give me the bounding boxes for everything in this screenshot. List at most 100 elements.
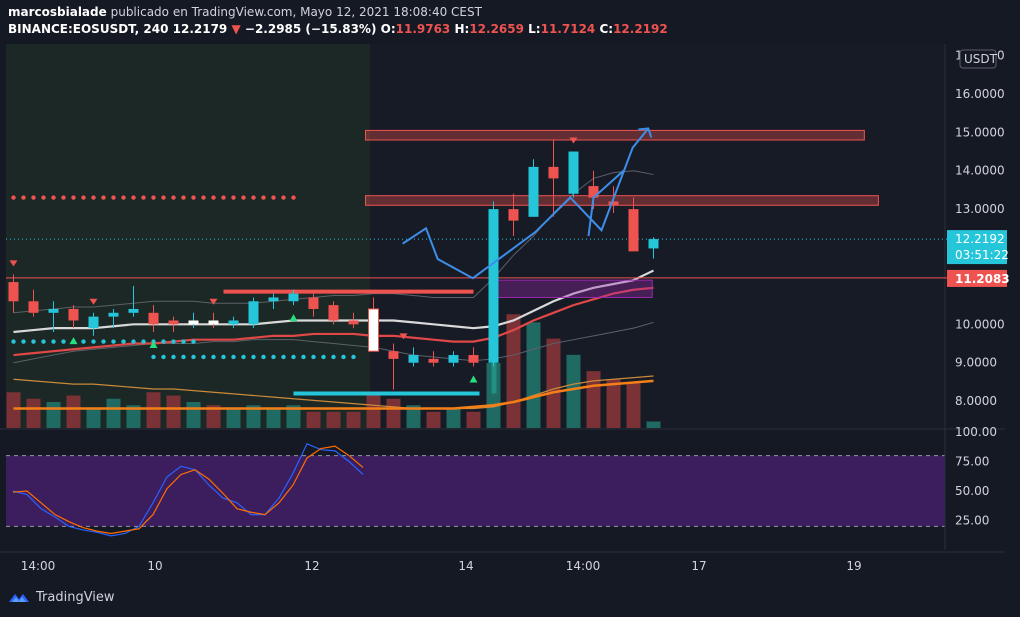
open-label: O: xyxy=(380,22,396,36)
supertrend-red-dot xyxy=(211,195,216,200)
sell-signal-icon xyxy=(569,137,578,144)
supertrend-red-dot xyxy=(251,195,256,200)
projection-arrow-icon xyxy=(638,127,653,138)
candle xyxy=(508,193,519,236)
volume-bar xyxy=(626,382,641,428)
volume-bar xyxy=(46,402,61,428)
time-tick-label: 14:00 xyxy=(566,559,601,573)
volume-bar xyxy=(326,411,341,428)
candle-body xyxy=(548,166,559,179)
sell-signal-icon xyxy=(399,333,408,340)
candle-body xyxy=(8,282,19,302)
candle xyxy=(28,289,39,317)
volume-bar xyxy=(566,354,581,428)
supertrend-cyan-dot xyxy=(261,354,266,360)
candle-body xyxy=(448,355,459,363)
price-tick-label: 16.0000 xyxy=(955,87,1005,101)
supertrend-red-dot xyxy=(31,195,36,200)
volume-bar xyxy=(386,398,401,428)
candle xyxy=(568,151,579,198)
volume-bar xyxy=(26,398,41,428)
volume-bar xyxy=(6,392,21,428)
tradingview-logo-icon xyxy=(9,593,29,602)
supertrend-cyan-dot xyxy=(211,354,216,360)
candle-body xyxy=(468,355,479,363)
oscillator-tick-label: 75.00 xyxy=(955,455,989,469)
buy-signal-icon xyxy=(289,314,298,322)
candle-body xyxy=(48,308,59,313)
candle-body xyxy=(408,355,419,363)
low-value: 11.7124 xyxy=(540,22,596,36)
time-tick-label: 17 xyxy=(691,559,706,573)
volume-bar xyxy=(546,338,561,428)
candle-body xyxy=(248,301,259,325)
candle-body xyxy=(68,308,79,321)
volume-bar xyxy=(66,395,81,428)
candle-body xyxy=(108,312,119,317)
candle-body xyxy=(228,320,239,325)
candle xyxy=(468,347,479,367)
supertrend-cyan-dot xyxy=(61,339,66,344)
volume-bar xyxy=(126,405,141,428)
volume-bar xyxy=(366,392,381,428)
supertrend-cyan-dot xyxy=(91,339,96,344)
supertrend-red-dot xyxy=(231,195,236,200)
candle-body xyxy=(348,320,359,325)
candle-body xyxy=(508,209,519,221)
candle xyxy=(328,301,339,325)
supertrend-cyan-dot xyxy=(321,354,326,360)
supertrend-red-dot xyxy=(131,195,136,200)
supertrend-cyan-dot xyxy=(11,339,16,344)
price-tick-label: 10.0000 xyxy=(955,317,1005,331)
last-price-badge xyxy=(947,230,1007,265)
volume-bar xyxy=(346,411,361,428)
volume-bar xyxy=(486,363,501,428)
supertrend-cyan-dot xyxy=(151,354,156,360)
bollinger-lower xyxy=(13,321,654,364)
price-zone xyxy=(365,129,865,141)
candle-body xyxy=(188,320,199,325)
supertrend-cyan-dot xyxy=(41,339,46,344)
brand-name: TradingView xyxy=(36,590,115,605)
volume-bar xyxy=(506,314,521,428)
supertrend-red-dot xyxy=(201,195,206,200)
volume-bar xyxy=(406,405,421,428)
sell-signal-icon xyxy=(9,260,18,267)
candle xyxy=(548,140,559,217)
price-tick-label: 15.0000 xyxy=(955,125,1005,139)
volume-bar xyxy=(446,408,461,428)
supertrend-cyan-dot xyxy=(191,354,196,360)
candle xyxy=(528,159,539,217)
publish-info: marcosbialade publicado en TradingView.c… xyxy=(8,5,482,19)
supertrend-red-dot xyxy=(81,195,86,200)
supertrend-cyan-dot xyxy=(81,339,86,344)
candle-body xyxy=(208,320,219,325)
volume-ma2-line xyxy=(13,379,654,410)
supertrend-cyan-dot xyxy=(171,339,176,344)
supertrend-red-dot xyxy=(141,195,146,200)
brand[interactable]: TradingView xyxy=(8,590,115,605)
volume-bar xyxy=(266,408,281,428)
supertrend-red-dot xyxy=(171,195,176,200)
volume-bar xyxy=(466,411,481,428)
supertrend-cyan-dot xyxy=(301,354,306,360)
supertrend-red-dot xyxy=(91,195,96,200)
candle-body xyxy=(88,316,99,329)
candle-body xyxy=(288,293,299,302)
price-zone xyxy=(493,279,653,298)
supertrend-cyan-dot xyxy=(201,354,206,360)
volume-bar xyxy=(206,405,221,428)
candle-body xyxy=(568,151,579,194)
price-tick-label: 9.0000 xyxy=(955,356,997,370)
supertrend-cyan-dot xyxy=(221,354,226,360)
supertrend-cyan-dot xyxy=(171,354,176,360)
candle xyxy=(128,285,139,317)
candle-body xyxy=(268,297,279,302)
volume-bar xyxy=(186,402,201,428)
supertrend-red-dot xyxy=(261,195,266,200)
supertrend-cyan-dot xyxy=(31,339,36,344)
time-tick-label: 19 xyxy=(846,559,861,573)
candle-body xyxy=(328,305,339,321)
volume-bar xyxy=(286,405,301,428)
